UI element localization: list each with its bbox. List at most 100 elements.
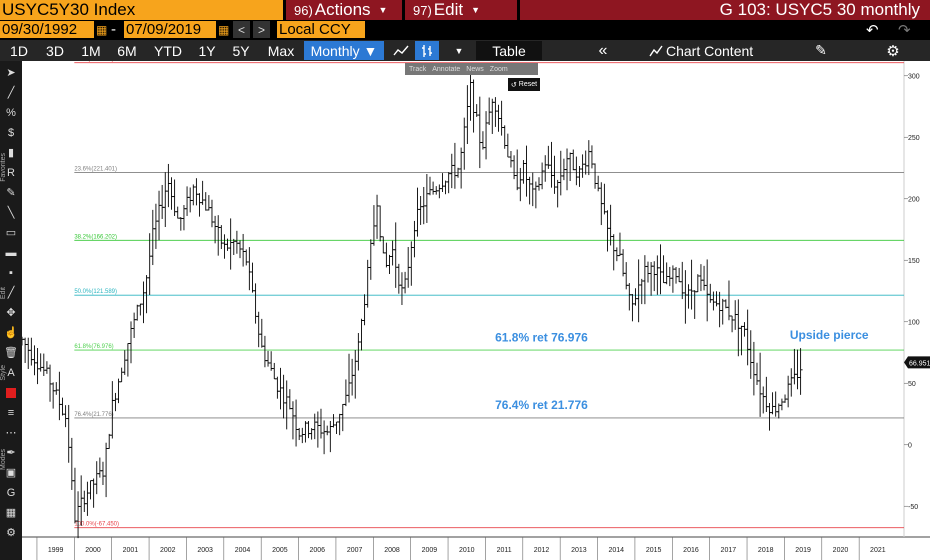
x-axis-area [22,537,930,560]
chart-title: G 103: USYC5 30 monthly [520,0,930,20]
next-period-button[interactable]: > [253,21,270,38]
track-tool[interactable]: Track [409,65,427,73]
dropdown-triangle-icon: ▼ [471,5,481,15]
period-1d-button[interactable]: 1D [10,42,28,59]
line-tool-icon[interactable]: ╱ [7,87,15,99]
chart-content-button[interactable]: Chart Content [666,42,754,59]
price-chart[interactable]: 1999 2000 2001 2002 2003 2004 2005 2006 2007 2008… [22,61,930,560]
year-label: 2006 [309,547,325,554]
reset-label: Reset [518,81,538,88]
favorites-label: Favorites [0,153,7,182]
previous-period-button[interactable]: < [233,21,250,38]
fib-level-label: 23.6%(221.401) [74,166,117,172]
period-1m-button[interactable]: 1M [81,42,101,59]
reset-icon: ↺ [510,81,517,89]
rectangle-icon[interactable]: ▭ [5,227,17,239]
fibonacci-icon[interactable]: % [6,106,16,119]
frequency-dropdown[interactable]: Monthly ▼ [304,41,384,60]
chart-annotation: 61.8% ret 76.976 [495,330,588,344]
year-label: 2018 [758,547,774,554]
line-width-icon[interactable]: ≡ [7,406,15,419]
news-tool[interactable]: News [466,65,484,73]
year-label: 2003 [197,547,213,554]
modes-label: Modes [0,449,7,471]
collapse-double-chevron-icon[interactable]: « [598,41,608,59]
y-tick-label: 0 [908,442,912,449]
r-tool-icon[interactable]: R [7,166,15,179]
currency-select[interactable]: Local CCY [277,21,365,38]
cursor-arrow-icon[interactable]: ➤ [6,67,16,79]
color-swatch-icon[interactable] [3,385,19,400]
fill-icon[interactable]: ▪ [9,266,13,279]
period-max-button[interactable]: Max [267,42,295,59]
style-label: Style [0,365,7,381]
reset-zoom-button[interactable]: ↺ Reset [508,78,540,91]
year-label: 2020 [833,547,849,554]
year-label: 2001 [123,547,139,554]
calendar-icon[interactable]: ▦ [218,22,230,37]
bar-tool-icon[interactable]: ▮ [7,147,15,159]
edit-menu[interactable]: 97) Edit ▼ [405,0,517,20]
title-bar: USYC5Y30 Index 96) Actions ▼ 97) Edit ▼ … [0,0,930,20]
redo-icon[interactable]: ↷ [898,21,911,39]
settings-small-icon[interactable]: ⚙ [6,527,16,539]
chart-toolbar: 1D 3D 1M 6M YTD 1Y 5Y Max Monthly ▼ ▼ Ta… [0,40,930,61]
year-label: 2019 [795,547,811,554]
calendar-icon[interactable]: ▦ [96,22,108,37]
money-icon[interactable]: $ [7,126,15,139]
edit-menu-number: 97) [413,2,432,18]
period-ytd-button[interactable]: YTD [154,42,182,59]
line-chart-icon[interactable] [390,41,412,60]
move-icon[interactable]: ✥ [6,307,16,319]
undo-icon[interactable]: ↶ [866,21,879,39]
ticker-field[interactable]: USYC5Y30 Index [0,0,283,20]
annotate-pen-icon[interactable]: ✎ [815,42,827,58]
year-label: 2012 [534,547,550,554]
bar-chart-icon[interactable] [415,41,439,60]
year-label: 2007 [347,547,363,554]
line-style-icon[interactable]: ⋯ [5,427,17,439]
hline-icon[interactable]: ▬ [5,246,17,259]
zoom-tool[interactable]: Zoom [489,65,508,73]
start-date-field[interactable]: 09/30/1992 [0,21,94,38]
grid-icon[interactable]: ▦ [5,507,17,519]
chart-annotation: 76.4% ret 21.776 [495,398,588,412]
period-5y-button[interactable]: 5Y [232,42,250,59]
year-label: 2011 [497,547,512,554]
pen-icon[interactable]: ✒ [6,447,16,459]
trend-icon[interactable]: ╱ [7,287,15,299]
y-tick-label: 250 [908,135,920,142]
refresh-g-icon[interactable]: G [6,486,16,499]
pointer-icon[interactable]: ☝ [4,327,18,339]
chart-type-dropdown-icon[interactable]: ▼ [454,45,464,56]
end-date-field[interactable]: 07/09/2019 [124,21,216,38]
fib-level-label: 76.4%(21.776) [74,412,113,418]
last-value-marker [904,356,930,369]
drawing-tools-sidebar: ➤ ╱ % $ ▮ R ✎ ╲ ▭ ▬ ▪ ╱ ✥ ☝ 🗑 A ≡ ⋯ ✒ ▣ … [0,61,22,560]
pencil-icon[interactable]: ✎ [6,187,16,199]
y-tick-label: 150 [908,258,920,265]
table-button[interactable]: Table [476,41,542,60]
end-date-value: 07/09/2019 [126,21,202,38]
actions-menu[interactable]: 96) Actions ▼ [286,0,402,20]
y-axis-area [904,61,930,537]
y-tick-label: -50 [908,504,918,511]
period-1y-button[interactable]: 1Y [198,42,216,59]
settings-gear-icon[interactable]: ⚙ [886,42,900,60]
year-label: 2008 [384,547,400,554]
dropdown-triangle-icon: ▼ [378,5,388,15]
trash-icon[interactable]: 🗑 [4,347,18,359]
fib-level-label: 61.8%(76.976) [74,344,113,350]
period-6m-button[interactable]: 6M [117,42,137,59]
mode-icon[interactable]: ▣ [5,467,17,479]
year-label: 2010 [459,547,475,554]
ticker-label: USYC5Y30 Index [2,0,136,19]
date-range-bar: 09/30/1992 ▦ - 07/09/2019 ▦ < > Local CC… [0,20,930,39]
brush-icon[interactable]: ╲ [7,207,15,219]
year-label: 2009 [422,547,438,554]
annotate-tool[interactable]: Annotate [432,65,461,73]
start-date-value: 09/30/1992 [2,21,78,38]
fib-level-label: 38.2%(166.202) [74,234,117,240]
period-3d-button[interactable]: 3D [46,42,64,59]
text-tool-icon[interactable]: A [7,366,15,379]
